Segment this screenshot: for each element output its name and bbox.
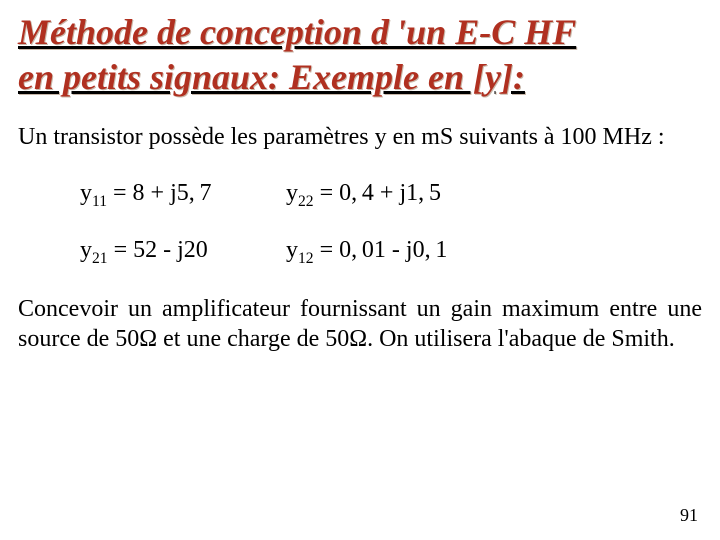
intro-text: Un transistor possède les paramètres y e… (18, 122, 702, 152)
task-text: Concevoir un amplificateur fournissant u… (18, 294, 702, 354)
param-row-1: y11 = 8 + j5, 7 y22 = 0, 4 + j1, 5 (80, 180, 702, 207)
y-parameters: y11 = 8 + j5, 7 y22 = 0, 4 + j1, 5 y21 =… (80, 180, 702, 264)
page-number: 91 (680, 505, 698, 526)
y11: y11 = 8 + j5, 7 (80, 180, 280, 207)
title-line-2: en petits signaux: Exemple en [y]: (18, 57, 525, 97)
y11-sub: 11 (92, 193, 107, 210)
slide-title: Méthode de conception d 'un E-C HF en pe… (18, 10, 702, 100)
y22-sub: 22 (298, 193, 314, 210)
y22-expr: = 0, 4 + j1, 5 (320, 180, 441, 206)
y12: y12 = 0, 01 - j0, 1 (286, 237, 447, 264)
title-line-1: Méthode de conception d 'un E-C HF (18, 12, 576, 52)
y22: y22 = 0, 4 + j1, 5 (286, 180, 441, 207)
y11-expr: = 8 + j5, 7 (113, 180, 212, 206)
y12-expr: = 0, 01 - j0, 1 (320, 237, 448, 263)
y12-sub: 12 (298, 250, 314, 267)
y21-sub: 21 (92, 250, 108, 267)
slide: Méthode de conception d 'un E-C HF en pe… (0, 0, 720, 540)
y21: y21 = 52 - j20 (80, 237, 280, 264)
y21-expr: = 52 - j20 (114, 237, 208, 263)
param-row-2: y21 = 52 - j20 y12 = 0, 01 - j0, 1 (80, 237, 702, 264)
